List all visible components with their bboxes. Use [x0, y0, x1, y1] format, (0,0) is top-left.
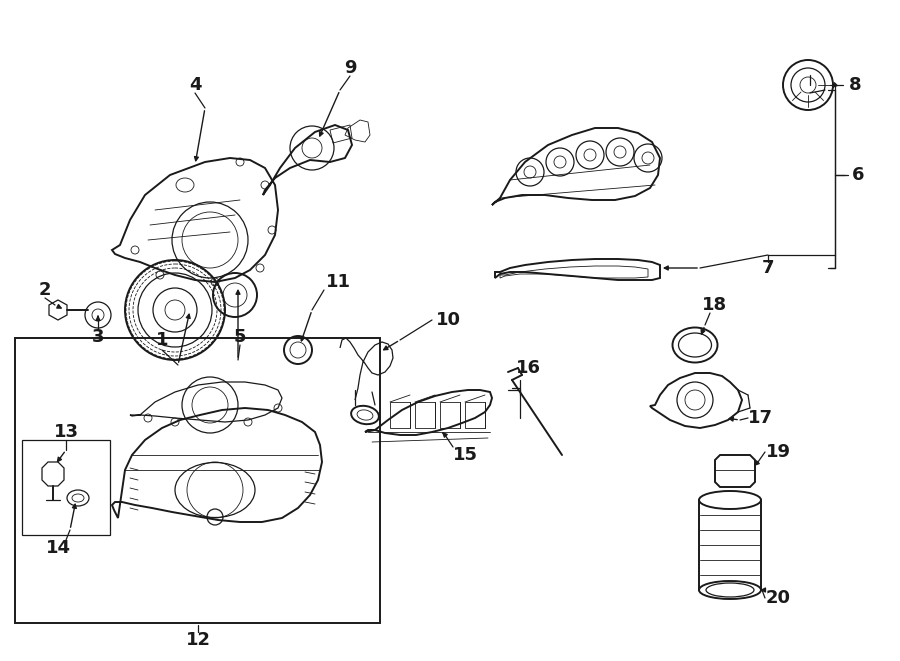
- Text: 17: 17: [748, 409, 772, 427]
- Text: 10: 10: [436, 311, 461, 329]
- Text: 19: 19: [766, 443, 790, 461]
- Text: 7: 7: [761, 259, 774, 277]
- Text: 20: 20: [766, 589, 790, 607]
- Text: 12: 12: [185, 631, 211, 649]
- Text: 15: 15: [453, 446, 478, 464]
- Text: 18: 18: [702, 296, 727, 314]
- Text: 5: 5: [234, 328, 247, 346]
- Text: 14: 14: [46, 539, 70, 557]
- Text: 16: 16: [516, 359, 541, 377]
- Text: 9: 9: [344, 59, 356, 77]
- Text: 11: 11: [326, 273, 350, 291]
- Bar: [415, 402, 435, 428]
- Bar: [22, 440, 110, 535]
- Bar: [440, 402, 460, 428]
- Bar: [15, 338, 380, 623]
- Text: 3: 3: [92, 328, 104, 346]
- Text: 4: 4: [189, 76, 202, 94]
- Text: 8: 8: [849, 76, 861, 94]
- Text: 2: 2: [39, 281, 51, 299]
- Text: 1: 1: [156, 331, 168, 349]
- Text: 6: 6: [851, 166, 864, 184]
- Bar: [465, 402, 485, 428]
- Text: 13: 13: [53, 423, 78, 441]
- Bar: [390, 402, 410, 428]
